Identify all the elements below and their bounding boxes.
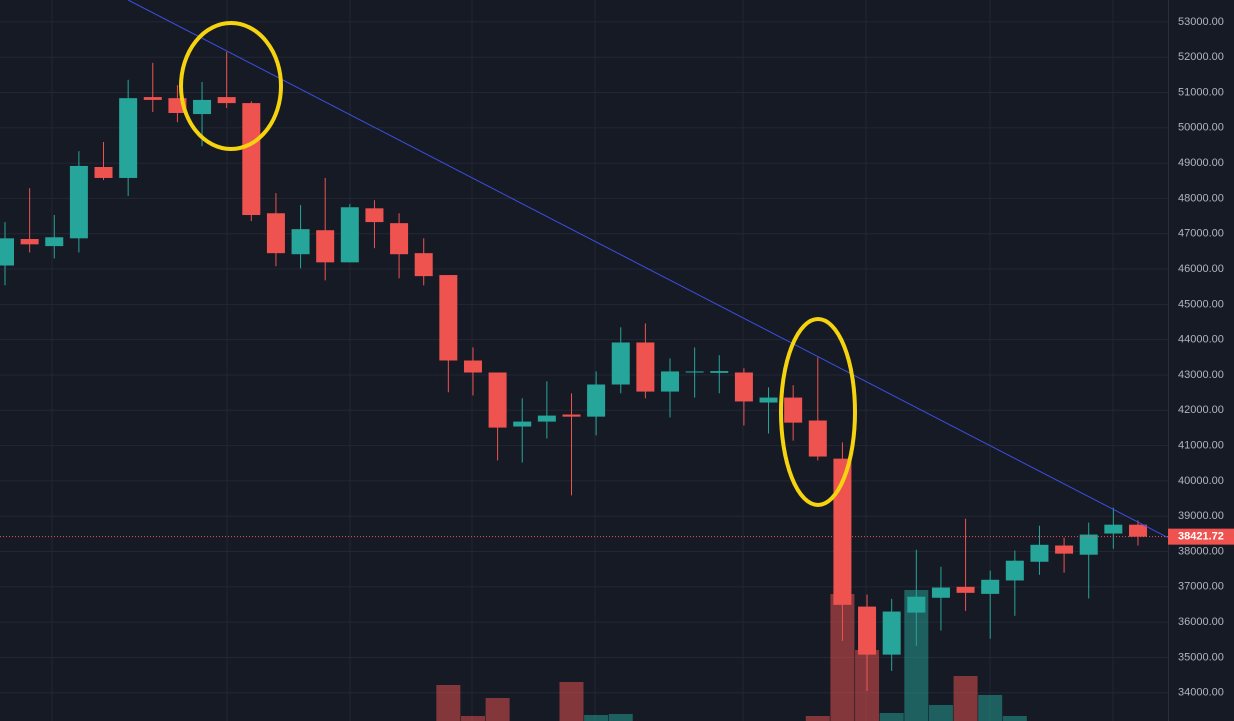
y-tick-label: 42000.00: [1178, 404, 1224, 416]
volume-bar: [978, 695, 1003, 721]
y-tick-label: 48000.00: [1178, 192, 1224, 204]
candle-body: [734, 372, 753, 402]
candle-body: [365, 208, 384, 223]
y-tick-label: 53000.00: [1178, 16, 1224, 28]
candle-body: [710, 371, 729, 373]
y-tick-label: 50000.00: [1178, 122, 1224, 134]
y-tick-label: 46000.00: [1178, 263, 1224, 275]
volume-bar: [436, 685, 461, 721]
candle-body: [390, 223, 409, 255]
y-tick-label: 45000.00: [1178, 298, 1224, 310]
candle-body: [611, 342, 630, 385]
candle-body: [833, 458, 852, 605]
volume-bar: [559, 682, 584, 721]
candle-body: [956, 586, 975, 593]
volume-bar: [608, 714, 633, 721]
candle-body: [242, 103, 261, 216]
last-price-tag: [1168, 528, 1234, 545]
volume-bar: [584, 715, 609, 721]
candle-body: [562, 414, 581, 417]
overlay-layer: [0, 0, 1168, 538]
last-price-label: 38421.72: [1178, 531, 1224, 543]
axis-labels: 34000.00 35000.00 36000.00 37000.00 38000.00…: [1168, 16, 1234, 699]
candle-body: [981, 579, 1000, 594]
y-tick-label: 49000.00: [1178, 157, 1224, 169]
y-tick-label: 36000.00: [1178, 616, 1224, 628]
candle-body: [69, 165, 88, 239]
y-tick-label: 35000.00: [1178, 651, 1224, 663]
candle-body: [587, 384, 606, 417]
candle-body: [784, 397, 803, 423]
candle-body: [488, 372, 507, 428]
y-tick-label: 41000.00: [1178, 439, 1224, 451]
y-tick-label: 38000.00: [1178, 545, 1224, 557]
candle-body: [882, 611, 901, 655]
candle-body: [119, 98, 138, 178]
candle-body: [858, 606, 877, 655]
candle-body: [463, 360, 482, 373]
volume-bar: [879, 713, 904, 721]
candle-body: [907, 596, 926, 613]
candle-body: [1128, 524, 1147, 537]
grid: [0, 0, 1168, 721]
volume-bar: [953, 676, 978, 721]
candle-body: [316, 230, 335, 263]
candle-body: [759, 397, 778, 403]
candle-body: [94, 167, 113, 178]
volume-bar: [460, 716, 485, 721]
y-tick-label: 37000.00: [1178, 581, 1224, 593]
price-axis: [1168, 0, 1234, 721]
candle-body: [0, 238, 14, 266]
candle-body: [266, 213, 285, 254]
trendline: [127, 0, 1168, 538]
volume-bar: [805, 716, 830, 721]
candle-layer: [0, 51, 1147, 691]
candle-body: [20, 239, 39, 245]
candle-body: [1030, 544, 1049, 562]
y-tick-label: 52000.00: [1178, 51, 1224, 63]
candle-body: [439, 275, 458, 361]
candle-body: [513, 421, 532, 427]
y-tick-label: 47000.00: [1178, 228, 1224, 240]
candle-body: [143, 97, 162, 100]
highlight-circle: [179, 21, 283, 151]
candle-body: [537, 415, 556, 422]
candle-body: [1005, 560, 1024, 581]
candle-body: [1079, 534, 1098, 555]
candle-body: [685, 371, 704, 373]
candle-body: [931, 587, 950, 598]
y-tick-label: 40000.00: [1178, 475, 1224, 487]
candle-body: [193, 99, 212, 115]
volume-bar: [928, 705, 953, 721]
candle-body: [808, 420, 827, 457]
candle-body: [1055, 545, 1074, 554]
candle-body: [636, 342, 655, 392]
y-tick-label: 43000.00: [1178, 369, 1224, 381]
candle-body: [45, 237, 64, 247]
candle-body: [291, 229, 310, 255]
candle-body: [414, 253, 433, 277]
y-tick-label: 51000.00: [1178, 86, 1224, 98]
candle-body: [661, 371, 680, 392]
highlight-circle: [779, 317, 857, 507]
candle-body: [1104, 524, 1123, 534]
volume-bar: [485, 698, 510, 721]
y-tick-label: 44000.00: [1178, 334, 1224, 346]
candle-body: [217, 97, 236, 104]
candle-body: [340, 207, 359, 263]
y-tick-label: 39000.00: [1178, 510, 1224, 522]
volume-bar: [1002, 716, 1027, 721]
y-tick-label: 34000.00: [1178, 687, 1224, 699]
